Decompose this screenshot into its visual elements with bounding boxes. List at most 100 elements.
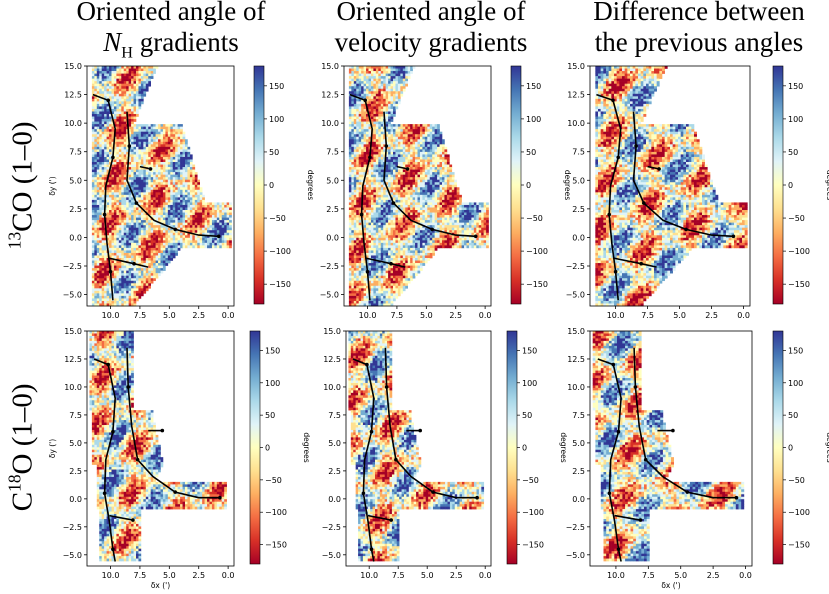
- heatmap-cell: [361, 237, 364, 241]
- heatmap-cell: [99, 156, 102, 160]
- heatmap-cell: [353, 129, 357, 132]
- heatmap-cell: [180, 225, 183, 228]
- heatmap-cell: [221, 210, 225, 213]
- heatmap-cell: [160, 268, 164, 271]
- heatmap-cell: [99, 119, 102, 122]
- heatmap-cell: [113, 101, 117, 105]
- heatmap-cell: [378, 242, 382, 246]
- heatmap-cell: [358, 131, 362, 135]
- heatmap-cell: [192, 179, 196, 183]
- heatmap-cell: [96, 134, 100, 138]
- heatmap-cell: [162, 146, 166, 150]
- heatmap-cell: [370, 149, 374, 153]
- heatmap-cell: [370, 265, 374, 269]
- heatmap-cell: [380, 247, 384, 251]
- heatmap-cell: [373, 73, 377, 77]
- heatmap-cell: [358, 144, 362, 148]
- heatmap-cell: [375, 197, 379, 201]
- heatmap-cell: [104, 88, 107, 92]
- heatmap-cell: [167, 159, 171, 163]
- heatmap-cell: [368, 197, 372, 201]
- heatmap-cell: [96, 103, 100, 107]
- heatmap-cell: [99, 126, 102, 130]
- heatmap-cell: [101, 68, 105, 72]
- heatmap-cell: [113, 93, 117, 97]
- heatmap-cell: [383, 252, 386, 256]
- heatmap-cell: [361, 146, 364, 150]
- heatmap-cell: [101, 285, 105, 289]
- heatmap-cell: [351, 114, 355, 117]
- heatmap-cell: [96, 230, 100, 234]
- heatmap-cell: [126, 222, 129, 226]
- heatmap-cell: [111, 255, 115, 259]
- heatmap-cell: [366, 197, 369, 201]
- heatmap-cell: [116, 192, 120, 196]
- heatmap-cell: [353, 240, 357, 244]
- heatmap-cell: [351, 275, 355, 279]
- heatmap-cell: [180, 162, 183, 165]
- heatmap-cell: [353, 295, 357, 299]
- heatmap-cell: [366, 204, 369, 208]
- heatmap-cell: [380, 154, 384, 158]
- heatmap-cell: [136, 212, 139, 216]
- heatmap-cell: [385, 121, 389, 125]
- heatmap-cell: [167, 156, 171, 160]
- heatmap-cell: [140, 182, 144, 186]
- heatmap-cell: [143, 144, 147, 148]
- heatmap-cell: [106, 76, 110, 79]
- heatmap-cell: [172, 174, 176, 178]
- heatmap-cell: [113, 182, 117, 186]
- heatmap-cell: [368, 93, 372, 97]
- heatmap-cell: [106, 108, 110, 112]
- heatmap-cell: [116, 182, 120, 186]
- heatmap-cell: [96, 288, 100, 292]
- heatmap-cell: [385, 174, 389, 178]
- heatmap-cell: [366, 290, 369, 294]
- heatmap-cell: [113, 263, 117, 266]
- heatmap-cell: [158, 156, 161, 160]
- heatmap-cell: [131, 285, 134, 289]
- heatmap-cell: [348, 151, 352, 155]
- heatmap-cell: [189, 197, 193, 201]
- heatmap-cell: [383, 290, 386, 294]
- heatmap-cell: [158, 270, 161, 274]
- heatmap-cell: [101, 139, 105, 143]
- heatmap-cell: [118, 114, 122, 117]
- heatmap-cell: [99, 225, 102, 228]
- heatmap-cell: [109, 220, 112, 223]
- heatmap-cell: [170, 230, 174, 234]
- heatmap-cell: [96, 164, 100, 168]
- heatmap-cell: [101, 83, 105, 87]
- heatmap-cell: [380, 217, 384, 221]
- heatmap-cell: [113, 111, 117, 115]
- heatmap-cell: [94, 162, 98, 165]
- heatmap-cell: [373, 217, 377, 221]
- heatmap-cell: [373, 111, 377, 115]
- heatmap-cell: [185, 151, 188, 155]
- heatmap-cell: [373, 197, 377, 201]
- heatmap-cell: [126, 88, 129, 92]
- heatmap-cell: [356, 154, 359, 158]
- heatmap-cell: [192, 174, 196, 178]
- heatmap-cell: [113, 91, 117, 95]
- heatmap-cell: [363, 278, 367, 282]
- heatmap-cell: [368, 162, 372, 165]
- heatmap-cell: [226, 235, 230, 239]
- heatmap-cell: [353, 124, 357, 127]
- heatmap-cell: [373, 156, 377, 160]
- heatmap-cell: [378, 268, 382, 271]
- heatmap-cell: [224, 220, 227, 223]
- heatmap-cell: [373, 194, 377, 198]
- heatmap-cell: [370, 187, 374, 191]
- heatmap-cell: [175, 162, 178, 165]
- heatmap-cell: [148, 199, 151, 203]
- heatmap-cell: [356, 303, 359, 307]
- heatmap-cell: [378, 101, 382, 105]
- heatmap-cell: [126, 93, 129, 97]
- heatmap-cell: [358, 258, 362, 261]
- heatmap-cell: [96, 280, 100, 284]
- heatmap-cell: [111, 167, 115, 170]
- heatmap-cell: [155, 159, 159, 163]
- heatmap-cell: [118, 164, 122, 168]
- heatmap-cell: [133, 252, 137, 256]
